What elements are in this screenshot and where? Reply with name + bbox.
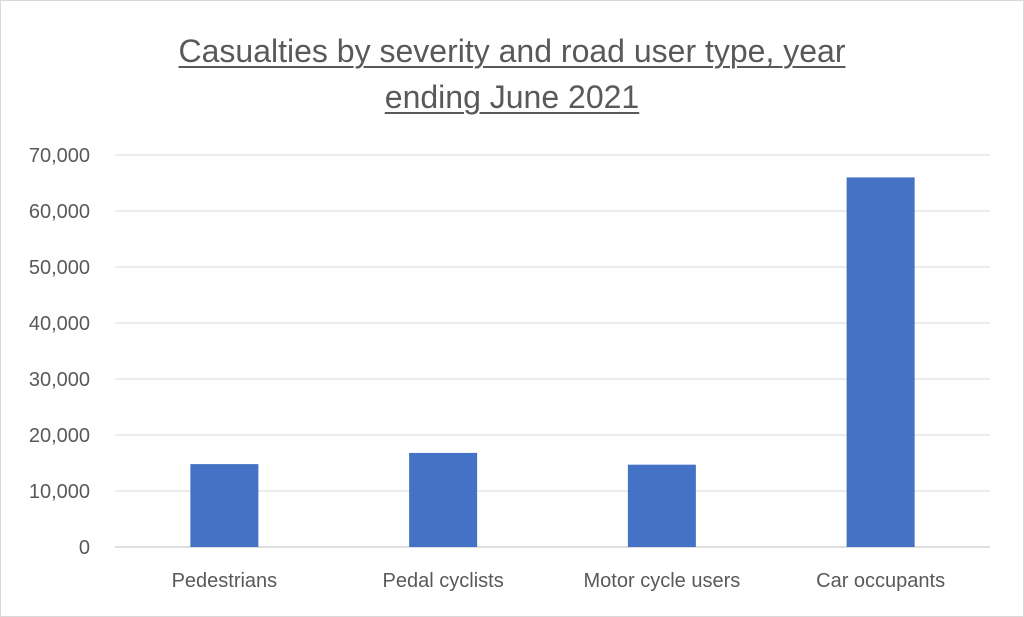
bar: [627, 464, 696, 547]
y-tick-label: 60,000: [29, 201, 90, 223]
y-tick-label: 40,000: [29, 313, 90, 335]
chart-title: Casualties by severity and road user typ…: [0, 28, 1024, 120]
bar: [190, 464, 259, 547]
bar: [846, 177, 915, 547]
y-tick-label: 10,000: [29, 481, 90, 503]
x-tick-label: Pedestrians: [172, 570, 278, 592]
bar: [409, 452, 478, 547]
x-tick-label: Pedal cyclists: [383, 570, 504, 592]
chart-title-line2: ending June 2021: [384, 79, 640, 115]
y-tick-label: 50,000: [29, 257, 90, 279]
y-tick-label: 20,000: [29, 425, 90, 447]
x-tick-label: Car occupants: [816, 570, 945, 592]
y-tick-label: 0: [79, 537, 90, 559]
x-tick-label: Motor cycle users: [584, 570, 741, 592]
chart-title-line1: Casualties by severity and road user typ…: [178, 33, 846, 69]
y-tick-label: 70,000: [29, 145, 90, 167]
y-tick-label: 30,000: [29, 369, 90, 391]
